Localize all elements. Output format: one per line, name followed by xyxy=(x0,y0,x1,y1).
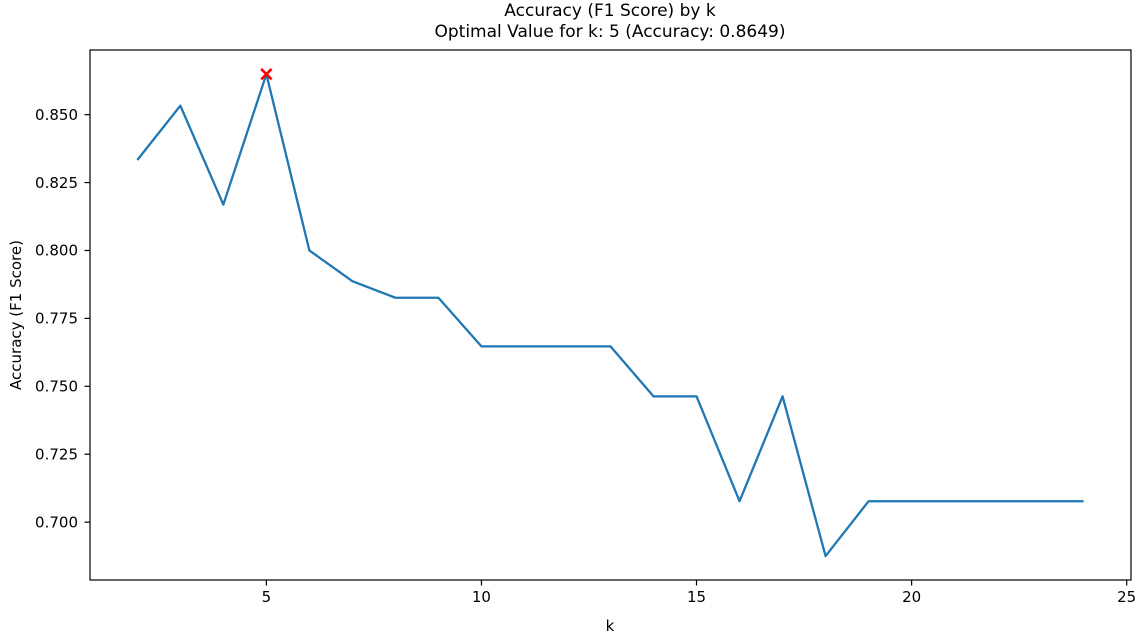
chart-subtitle: Optimal Value for k: 5 (Accuracy: 0.8649… xyxy=(435,22,786,42)
axes-spines xyxy=(89,49,1132,581)
x-tick-label: 5 xyxy=(262,588,272,606)
y-tick-label: 0.750 xyxy=(35,378,78,396)
y-tick-label: 0.825 xyxy=(35,174,78,192)
plot-area: 5 10 15 20 25 0.700 0.725 0.750 0.775 0.800 0.825 0… xyxy=(35,49,1136,606)
x-axis-label: k xyxy=(606,617,615,635)
y-tick-label: 0.775 xyxy=(35,310,78,328)
x-tick-label: 15 xyxy=(687,588,706,606)
y-tick-label: 0.850 xyxy=(35,106,78,124)
optimal-marker-x xyxy=(260,68,273,81)
x-tick-label: 10 xyxy=(472,588,491,606)
accuracy-line xyxy=(136,73,1084,558)
x-tick-label: 20 xyxy=(902,588,921,606)
y-tick-label: 0.700 xyxy=(35,513,78,531)
y-tick-label: 0.725 xyxy=(35,445,78,463)
chart-title: Accuracy (F1 Score) by k xyxy=(504,1,716,21)
y-axis-label: Accuracy (F1 Score) xyxy=(7,240,25,390)
x-tick-label: 25 xyxy=(1117,588,1136,606)
y-tick-label: 0.800 xyxy=(35,242,78,260)
